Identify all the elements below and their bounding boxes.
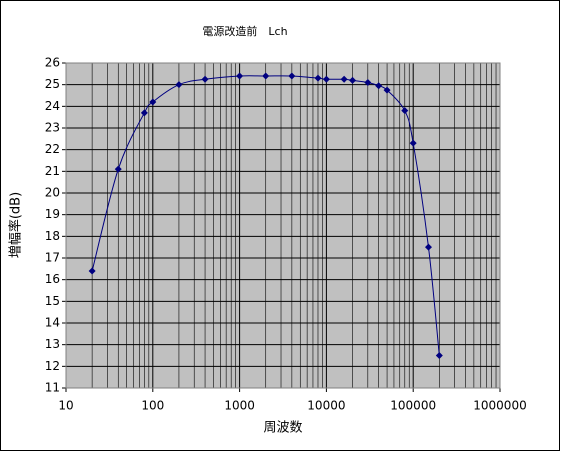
y-tick-label: 11 <box>45 381 60 395</box>
x-tick-label: 10000 <box>307 399 345 413</box>
data-point <box>314 74 322 82</box>
data-point <box>175 81 183 89</box>
data-point <box>340 75 348 83</box>
x-tick-label: 100000 <box>390 399 436 413</box>
y-tick-label: 22 <box>45 142 60 156</box>
data-point <box>201 75 209 83</box>
chart-title: 電源改造前 Lch <box>202 24 287 38</box>
y-tick-label: 23 <box>45 121 60 135</box>
data-point <box>149 98 157 106</box>
y-tick-label: 19 <box>45 207 60 221</box>
y-tick-label: 18 <box>45 229 60 243</box>
data-point <box>88 267 96 275</box>
y-tick-label: 25 <box>45 77 60 91</box>
plot-area <box>66 63 500 388</box>
data-point <box>375 82 383 90</box>
y-tick-label: 24 <box>45 99 60 113</box>
x-axis-label: 周波数 <box>263 421 302 436</box>
y-axis-label: 増幅率(dB) <box>8 192 24 258</box>
data-point <box>288 72 296 80</box>
data-point <box>364 79 372 86</box>
y-tick-label: 14 <box>45 316 60 330</box>
data-point <box>424 243 432 251</box>
data-point <box>236 72 244 80</box>
data-point <box>262 72 270 80</box>
data-point <box>383 86 391 94</box>
y-tick-label: 15 <box>45 294 60 308</box>
data-point <box>409 139 417 147</box>
data-point <box>349 76 357 84</box>
x-tick-label: 1000000 <box>473 399 526 413</box>
data-point <box>401 107 409 115</box>
data-point <box>435 352 443 359</box>
x-tick-label: 1000 <box>224 399 255 413</box>
x-tick-label: 10 <box>58 399 73 413</box>
data-point <box>114 165 122 173</box>
y-tick-label: 26 <box>45 56 60 70</box>
data-point <box>322 75 330 83</box>
plot-border <box>65 62 501 389</box>
y-tick-label: 13 <box>45 337 60 351</box>
y-tick-label: 21 <box>45 164 60 178</box>
data-point <box>140 109 148 117</box>
y-tick-label: 20 <box>45 186 60 200</box>
x-tick-label: 100 <box>141 399 164 413</box>
y-tick-label: 16 <box>45 272 60 286</box>
y-tick-label: 12 <box>45 359 60 373</box>
y-tick-label: 17 <box>45 251 60 265</box>
